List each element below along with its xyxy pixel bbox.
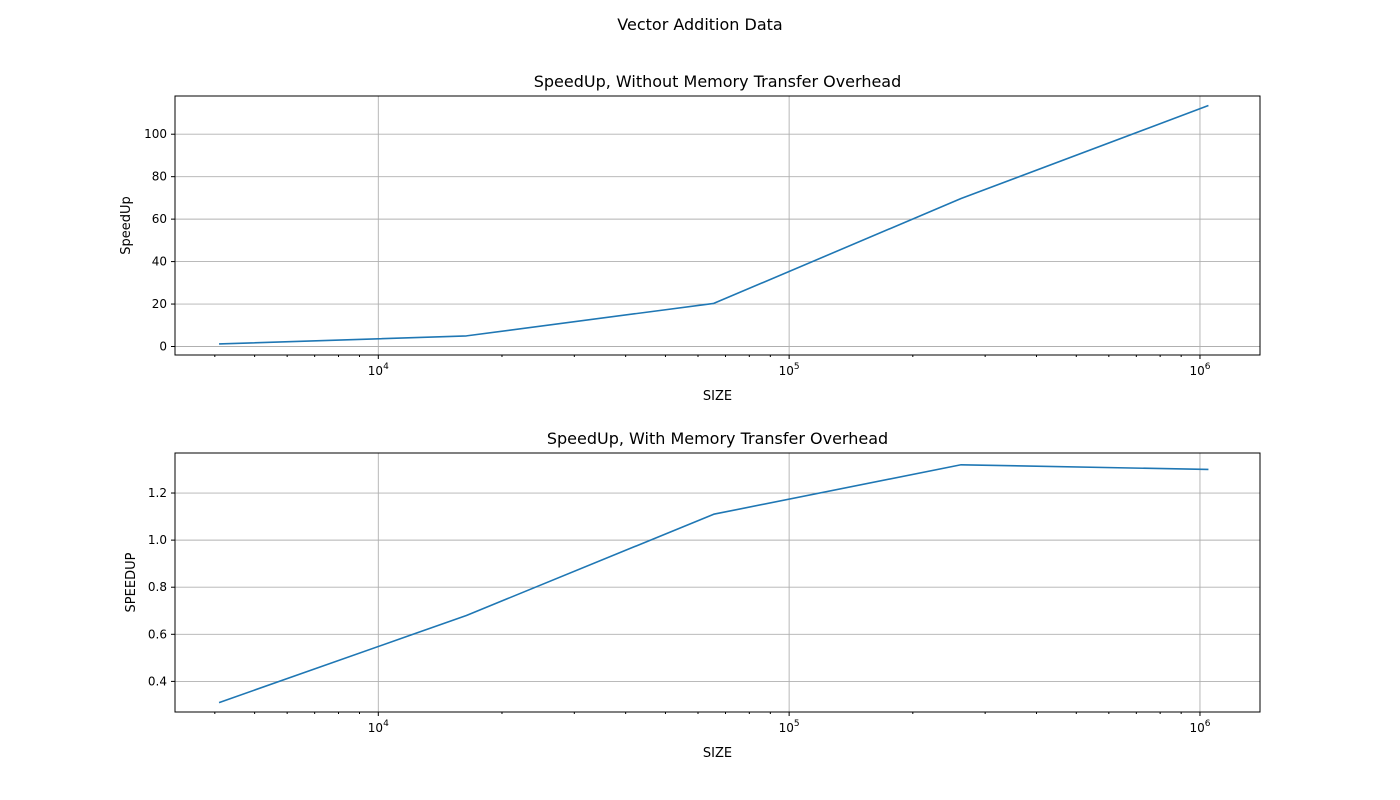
x-tick-label: 106 xyxy=(1189,719,1210,735)
x-tick-label-base: 10 xyxy=(779,721,794,735)
series-line xyxy=(219,104,1209,345)
x-axis-label: SIZE xyxy=(703,746,732,761)
y-tick-label: 40 xyxy=(152,255,167,269)
subplot-title: SpeedUp, With Memory Transfer Overhead xyxy=(547,429,888,448)
x-tick-label-exponent: 5 xyxy=(794,362,800,372)
x-tick-label-exponent: 5 xyxy=(794,719,800,729)
y-tick-label: 0 xyxy=(159,340,167,354)
y-tick-label: 0.4 xyxy=(148,674,167,688)
x-tick-label-exponent: 4 xyxy=(383,719,389,729)
x-tick-label-base: 10 xyxy=(368,721,383,735)
y-tick-label: 0.6 xyxy=(148,627,167,641)
y-tick-label: 1.0 xyxy=(148,533,167,547)
x-tick-label-exponent: 6 xyxy=(1205,719,1211,729)
x-tick-label-exponent: 6 xyxy=(1205,362,1211,372)
y-tick-label: 80 xyxy=(152,170,167,184)
y-axis-label: SpeedUp xyxy=(119,196,134,255)
x-tick-label: 104 xyxy=(368,719,389,735)
y-tick-label: 20 xyxy=(152,297,167,311)
plot-frame xyxy=(174,452,1261,713)
x-tick-label-base: 10 xyxy=(368,364,383,378)
series-line xyxy=(218,463,1209,704)
y-tick-label: 1.2 xyxy=(148,486,167,500)
figure-title: Vector Addition Data xyxy=(617,15,782,34)
x-tick-label-base: 10 xyxy=(779,364,794,378)
x-tick-label: 105 xyxy=(779,719,800,735)
x-tick-label-base: 10 xyxy=(1189,721,1204,735)
y-axis-label: SPEEDUP xyxy=(124,552,139,612)
x-axis-label: SIZE xyxy=(703,389,732,404)
x-tick-label: 105 xyxy=(779,362,800,378)
x-tick-label: 106 xyxy=(1189,362,1210,378)
x-tick-label: 104 xyxy=(368,362,389,378)
subplot-title: SpeedUp, Without Memory Transfer Overhea… xyxy=(534,72,902,91)
x-tick-label-exponent: 4 xyxy=(383,362,389,372)
plot-frame xyxy=(174,95,1261,356)
y-tick-label: 100 xyxy=(144,127,167,141)
y-tick-label: 0.8 xyxy=(148,580,167,594)
x-tick-label-base: 10 xyxy=(1189,364,1204,378)
y-tick-label: 60 xyxy=(152,212,167,226)
